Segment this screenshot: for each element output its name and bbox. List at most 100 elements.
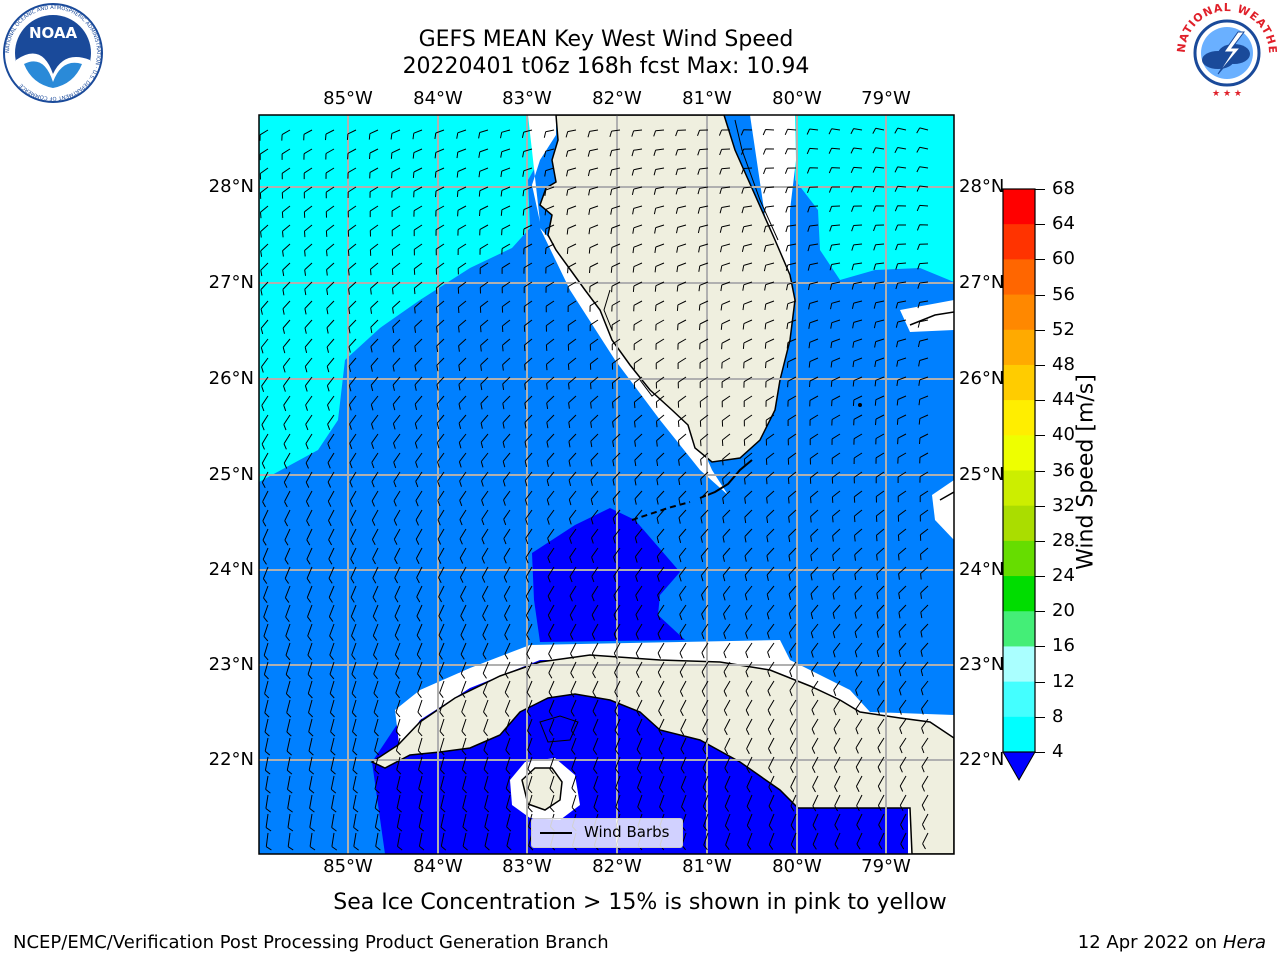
lat-label-right: 24°N: [959, 559, 1005, 580]
colorbar-tick-label: 40: [1052, 424, 1075, 446]
colorbar-tick-label: 56: [1052, 283, 1075, 305]
lat-label-left: 28°N: [208, 176, 254, 197]
lat-label-left: 27°N: [208, 272, 254, 293]
chart-subtitle: 20220401 t06z 168h fcst Max: 10.94: [402, 54, 810, 79]
wind-barbs: [259, 127, 929, 851]
colorbar-segment: [1003, 611, 1035, 647]
colorbar-tick-mark: [1035, 364, 1045, 366]
colorbar-tick-mark: [1035, 576, 1045, 578]
colorbar-tick-mark: [1035, 329, 1045, 331]
colorbar-segment: [1003, 470, 1035, 507]
map-frame: [258, 114, 955, 855]
lat-label-left: 26°N: [208, 368, 254, 389]
colorbar-tick-label: 68: [1052, 178, 1075, 199]
footer-left: NCEP/EMC/Verification Post Processing Pr…: [13, 932, 609, 953]
colorbar-tick-label: 48: [1052, 353, 1075, 375]
colorbar-label: Wind Speed [m/s]: [1073, 374, 1099, 570]
legend-label: Wind Barbs: [584, 823, 670, 841]
colorbar-tick-label: 60: [1052, 248, 1075, 270]
colorbar-tick-mark: [1035, 224, 1045, 226]
colorbar-segment: [1003, 329, 1035, 366]
colorbar-tick-label: 24: [1052, 565, 1075, 587]
colorbar-tick-mark: [1035, 259, 1045, 261]
florida-land: [539, 115, 796, 463]
noaa-logo-icon: NOAA NATIONAL OCEANIC AND ATMOSPHERIC AD…: [2, 2, 104, 104]
lon-label-bottom: 84°W: [413, 856, 463, 877]
sea-ice-caption: Sea Ice Concentration > 15% is shown in …: [333, 890, 947, 915]
colorbar-tick-mark: [1035, 400, 1045, 402]
colorbar-under-arrow: [1002, 751, 1036, 782]
noaa-logo-text: NOAA: [29, 24, 78, 42]
lon-label-top: 85°W: [323, 88, 373, 109]
lon-label-top: 84°W: [413, 88, 463, 109]
colorbar-segment: [1003, 189, 1035, 225]
lat-label-left: 22°N: [208, 749, 254, 770]
colorbar-tick-label: 12: [1052, 670, 1075, 692]
lon-label-top: 80°W: [772, 88, 822, 109]
colorbar-tick-mark: [1035, 435, 1045, 437]
colorbar-tick-label: 8: [1052, 705, 1064, 727]
colorbar-segment: [1003, 716, 1035, 753]
lat-label-right: 27°N: [959, 272, 1005, 293]
map-gridlines: [259, 115, 954, 854]
lat-label-left: 24°N: [208, 559, 254, 580]
colorbar-segment: [1003, 576, 1035, 612]
colorbar-tick-mark: [1035, 470, 1045, 472]
lat-label-left: 25°N: [208, 464, 254, 485]
colorbar-segment: [1003, 646, 1035, 683]
chart-title: GEFS MEAN Key West Wind Speed: [418, 27, 794, 52]
lon-label-bottom: 81°W: [682, 856, 732, 877]
lon-label-bottom: 83°W: [502, 856, 552, 877]
colorbar-segment: [1003, 294, 1035, 331]
colorbar-tick-mark: [1035, 505, 1045, 507]
lon-label-top: 83°W: [502, 88, 552, 109]
colorbar-tick-mark: [1035, 189, 1045, 190]
colorbar-segment: [1003, 681, 1035, 718]
lon-label-top: 79°W: [861, 88, 911, 109]
lat-label-right: 22°N: [959, 749, 1005, 770]
lat-label-left: 23°N: [208, 654, 254, 675]
colorbar-tick-mark: [1035, 540, 1045, 542]
lat-label-right: 23°N: [959, 654, 1005, 675]
colorbar-segment: [1003, 259, 1035, 296]
lat-label-right: 28°N: [959, 176, 1005, 197]
colorbar-tick-mark: [1035, 681, 1045, 683]
lon-label-top: 81°W: [682, 88, 732, 109]
nws-logo-icon: NATIONAL WEATHER SERVICE ★ ★ ★: [1171, 0, 1278, 104]
colorbar-segment: [1003, 400, 1035, 436]
colorbar-segment: [1003, 505, 1035, 542]
colorbar-tick-mark: [1035, 646, 1045, 648]
map-legend: Wind Barbs: [531, 818, 683, 848]
lon-label-bottom: 79°W: [861, 856, 911, 877]
colorbar-tick-label: 44: [1052, 389, 1075, 411]
colorbar-tick-mark: [1035, 611, 1045, 613]
lon-label-bottom: 85°W: [323, 856, 373, 877]
colorbar-tick-label: 52: [1052, 318, 1075, 340]
wind-barb-field: [259, 127, 929, 851]
ocean-band-8-12-east: [795, 115, 954, 282]
isla-juventud-land: [521, 767, 563, 811]
colorbar-tick-label: 28: [1052, 529, 1075, 551]
colorbar-tick-label: 36: [1052, 459, 1075, 481]
colorbar: [1002, 188, 1036, 782]
lon-label-bottom: 82°W: [592, 856, 642, 877]
colorbar-tick-label: 16: [1052, 635, 1075, 657]
colorbar-tick-label: 20: [1052, 600, 1075, 622]
legend-barb-line: [540, 832, 572, 834]
footer-right: 12 Apr 2022 on Hera: [1078, 932, 1266, 953]
colorbar-segment: [1003, 224, 1035, 260]
colorbar-tick-label: 4: [1052, 741, 1064, 762]
lat-label-right: 26°N: [959, 368, 1005, 389]
colorbar-tick-label: 32: [1052, 494, 1075, 516]
lat-label-right: 25°N: [959, 464, 1005, 485]
colorbar-segment: [1003, 540, 1035, 577]
colorbar-tick-mark: [1035, 294, 1045, 296]
cuba-land: [370, 654, 954, 854]
svg-text:★ ★ ★: ★ ★ ★: [1212, 89, 1242, 99]
colorbar-tick-mark: [1035, 716, 1045, 718]
lon-label-bottom: 80°W: [772, 856, 822, 877]
colorbar-tick-mark: [1035, 752, 1045, 753]
footer-date: 12 Apr 2022 on: [1077, 932, 1223, 953]
lon-label-top: 82°W: [592, 88, 642, 109]
